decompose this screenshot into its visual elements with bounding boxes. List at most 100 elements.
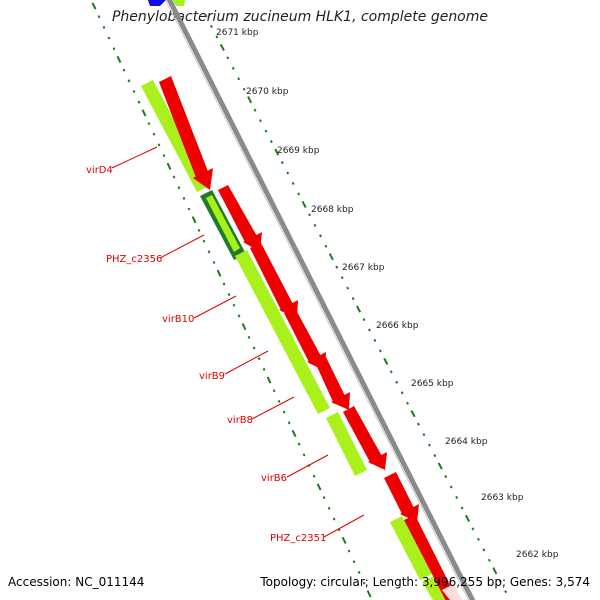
kbp-label-2666: 2666 kbp [376,321,419,331]
outer-ruler-major-tick [216,269,222,277]
outer-ruler-minor-tick [327,506,331,510]
inner-ruler-minor-tick [378,349,382,353]
outer-ruler-minor-tick [277,399,281,403]
gene-virD4-reverse[interactable] [159,76,213,190]
inner-ruler-major-tick [328,253,334,261]
inner-ruler-minor-tick [351,297,355,301]
inner-ruler-minor-tick [286,171,290,175]
inner-ruler-minor-tick [242,87,246,91]
inner-ruler-minor-tick [264,129,268,133]
outer-ruler-minor-tick [227,293,231,297]
inner-ruler-minor-tick [422,433,426,437]
genome-title: Phenylobacterium zucineum HLK1, complete… [111,9,489,25]
outer-ruler-major-tick [141,109,147,117]
inner-ruler-minor-tick [253,108,257,112]
inner-ruler-minor-tick [215,35,219,39]
outer-ruler-minor-tick [132,89,136,94]
outer-ruler-minor-tick [297,442,301,446]
outer-ruler-minor-tick [257,357,261,361]
leader-virD4 [111,146,158,169]
gene-label-virD4[interactable]: virD4 [86,165,113,176]
inner-ruler-minor-tick [319,234,322,238]
outer-ruler-major-tick [191,216,197,224]
inner-ruler-minor-tick [444,475,448,479]
leader-virB9 [224,350,269,375]
gene-label-virB9[interactable]: virB9 [199,371,225,382]
kbp-label-2670: 2670 kbp [246,87,289,97]
gene-virB10[interactable] [235,250,330,414]
outer-ruler-minor-tick [172,175,176,179]
outer-ruler-minor-tick [347,549,351,553]
outer-ruler-minor-tick [302,453,306,457]
inner-ruler-minor-tick [433,454,437,458]
kbp-label-2665: 2665 kbp [411,379,454,389]
gene-label-virB6[interactable]: virB6 [261,473,287,484]
gene-top-blue[interactable] [146,0,166,6]
outer-ruler-minor-tick [202,239,206,243]
inner-ruler-minor-tick [449,485,453,489]
outer-ruler-minor-tick [102,25,106,29]
outer-ruler-minor-tick [187,207,191,211]
outer-ruler-minor-tick [107,36,111,40]
leader-PHZ_c2351 [323,514,365,538]
kbp-label-2663: 2663 kbp [481,493,524,503]
inner-ruler-minor-tick [210,24,213,28]
gene-virB6-reverse[interactable] [343,406,387,470]
outer-ruler-minor-tick [182,196,186,200]
inner-ruler-minor-tick [269,140,273,144]
genome-stats-text: Topology: circular; Length: 3,996,255 bp… [260,575,590,589]
gene-bottom-faded [442,584,462,600]
inner-ruler-minor-tick [297,192,301,196]
gene-virB8-reverse[interactable] [314,355,350,410]
outer-ruler-minor-tick [137,100,141,104]
inner-ruler-minor-tick [204,14,208,18]
inner-ruler-minor-tick [477,537,480,541]
outer-ruler-major-tick [366,590,372,598]
inner-ruler-minor-tick [400,391,404,395]
gene-label-PHZ_c2351[interactable]: PHZ_c2351 [270,533,326,544]
inner-ruler-major-tick [383,357,389,365]
outer-ruler-minor-tick [247,335,251,339]
outer-ruler-minor-tick [362,581,366,585]
outer-ruler-minor-tick [272,389,276,393]
outer-ruler-minor-tick [157,143,161,147]
outer-ruler-minor-tick [152,132,156,136]
gene-top-green[interactable] [170,0,186,6]
inner-ruler-minor-tick [395,380,399,384]
inner-ruler-minor-tick [226,56,230,60]
gene-virB8-forward[interactable] [326,412,367,476]
gene-PHZ_c2351-forward[interactable] [390,516,432,580]
kbp-label-2671: 2671 kbp [216,28,259,38]
outer-ruler-band [91,2,372,598]
inner-ruler-major-tick [465,514,470,522]
inner-ruler-minor-tick [417,422,420,426]
inner-ruler-minor-tick [237,77,241,81]
inner-ruler-major-tick [301,200,307,208]
outer-ruler-minor-tick [232,303,236,307]
gene-label-virB8[interactable]: virB8 [227,415,253,426]
outer-ruler-major-tick [316,483,322,491]
outer-ruler-minor-tick [122,68,126,72]
outer-ruler-minor-tick [162,154,166,158]
inner-ruler-major-tick [410,410,416,418]
gene-bottom-reverse[interactable] [404,515,460,600]
inner-ruler-major-tick [492,567,498,575]
genome-backbone-highlight [164,0,470,600]
gene-bottom-green[interactable] [422,576,448,600]
leader-virB10 [193,295,237,319]
leader-PHZ_c2356 [159,234,205,259]
outer-ruler-minor-tick [332,517,336,521]
inner-ruler-minor-tick [362,318,366,322]
leader-virB6 [286,454,329,478]
gene-label-PHZ_c2356[interactable]: PHZ_c2356 [106,254,162,265]
outer-ruler-minor-tick [322,496,326,500]
inner-ruler-minor-tick [368,328,371,332]
gene-label-virB10[interactable]: virB10 [162,314,194,325]
outer-ruler-minor-tick [357,570,361,574]
inner-ruler-major-tick [274,148,280,156]
outer-ruler-minor-tick [222,282,226,286]
outer-ruler-minor-tick [237,314,241,318]
outer-ruler-minor-tick [282,410,286,414]
inner-ruler-minor-tick [308,213,311,217]
